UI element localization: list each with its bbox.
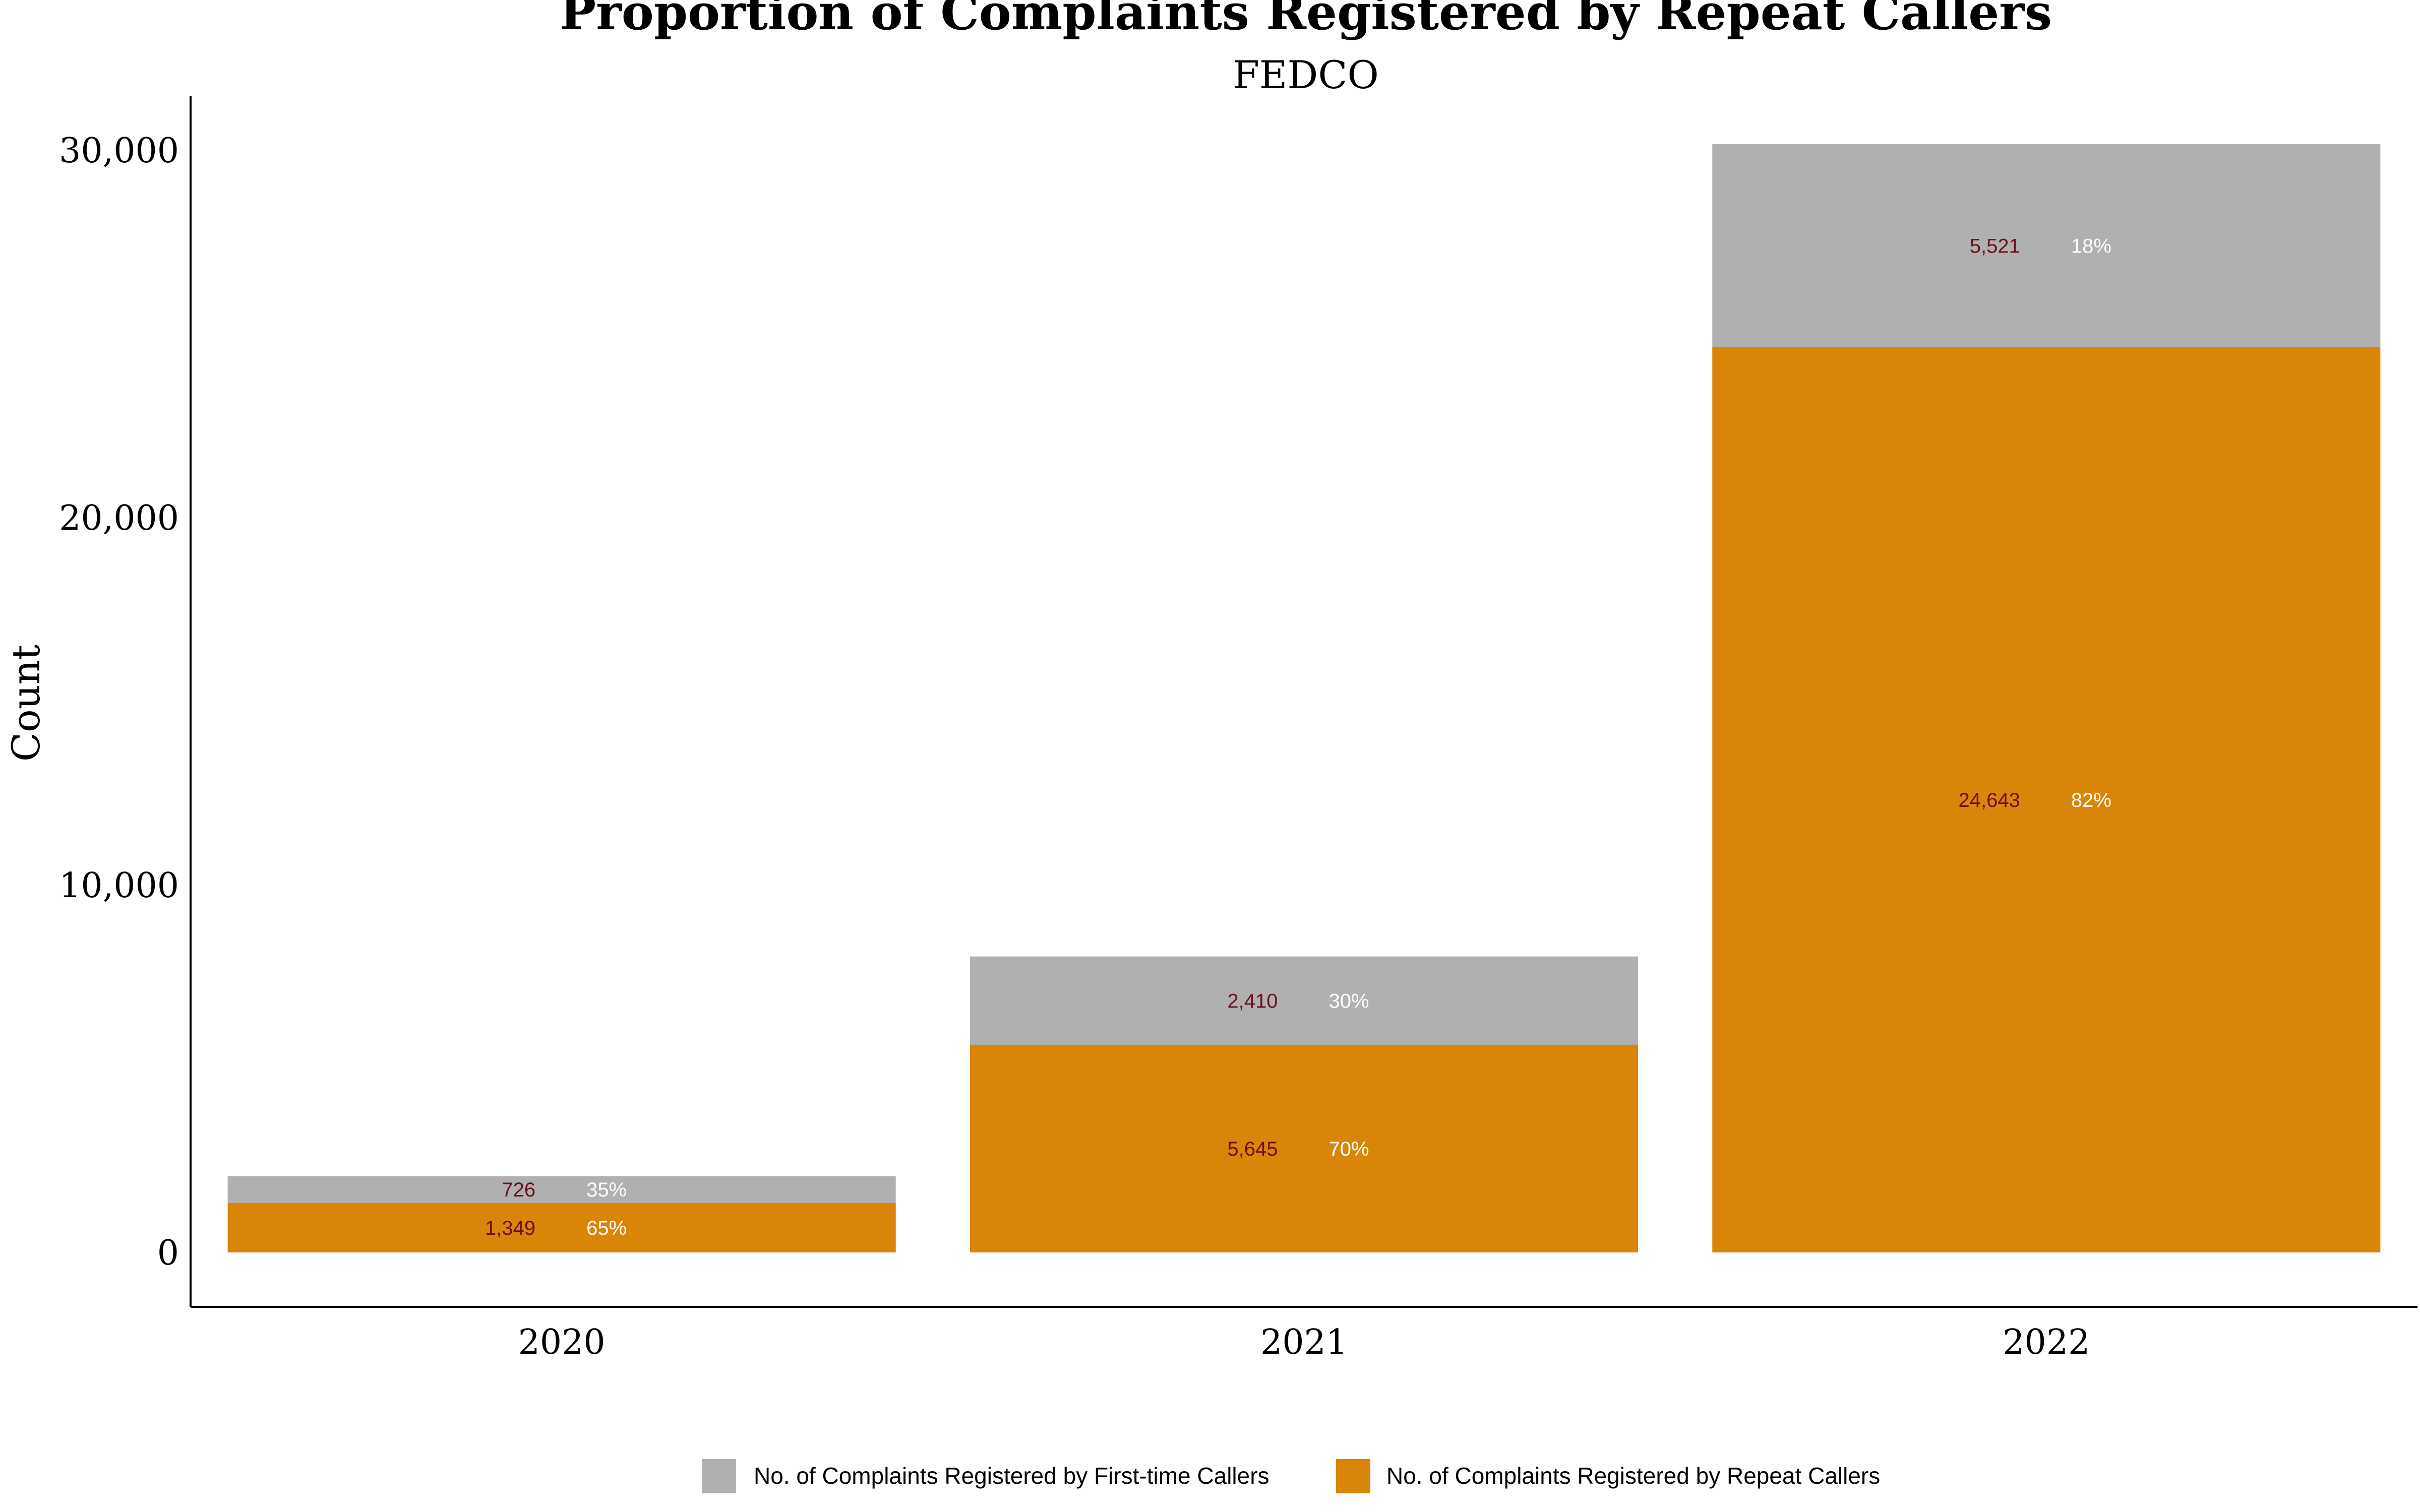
x-tick-label: 2020 [518,1322,606,1362]
bar-segment [1712,144,2381,347]
x-tick-label: 2021 [1260,1322,1348,1362]
data-label-percent: 70% [1329,1138,1369,1160]
data-label-value: 2,410 [1227,990,1278,1013]
legend-swatch [702,1459,736,1493]
data-label-percent: 18% [2071,235,2111,257]
y-axis-label: Count [4,645,48,762]
chart-title: Proportion of Complaints Registered by R… [560,0,2052,41]
bar-segment [970,1045,1639,1252]
chart-subtitle: FEDCO [1233,52,1379,97]
bar-segment [227,1203,896,1252]
data-label-percent: 65% [586,1217,627,1239]
y-tick-label: 10,000 [59,866,179,906]
legend: No. of Complaints Registered by First-ti… [702,1459,1880,1493]
data-label-percent: 82% [2071,789,2111,811]
data-label-value: 5,521 [1970,235,2020,257]
data-label-percent: 30% [1329,990,1369,1013]
data-label-value: 726 [502,1179,535,1201]
data-label-value: 5,645 [1227,1138,1278,1160]
data-label-percent: 35% [586,1179,627,1201]
bar-segment [227,1176,896,1203]
legend-label: No. of Complaints Registered by Repeat C… [1386,1463,1880,1489]
data-label-value: 24,643 [1958,789,2020,811]
data-label-value: 1,349 [485,1217,535,1239]
bar-segment [1712,347,2381,1252]
legend-swatch [1336,1459,1370,1493]
y-tick-label: 20,000 [59,498,179,538]
plot-area: 0 10,000 20,000 30,000 1,349 65% 726 35% 2020 5,6… [59,96,2417,1362]
y-tick-label: 30,000 [59,131,179,171]
y-tick-label: 0 [157,1233,179,1273]
bar-segment [970,956,1639,1045]
x-tick-label: 2022 [2003,1322,2090,1362]
legend-label: No. of Complaints Registered by First-ti… [754,1463,1269,1489]
